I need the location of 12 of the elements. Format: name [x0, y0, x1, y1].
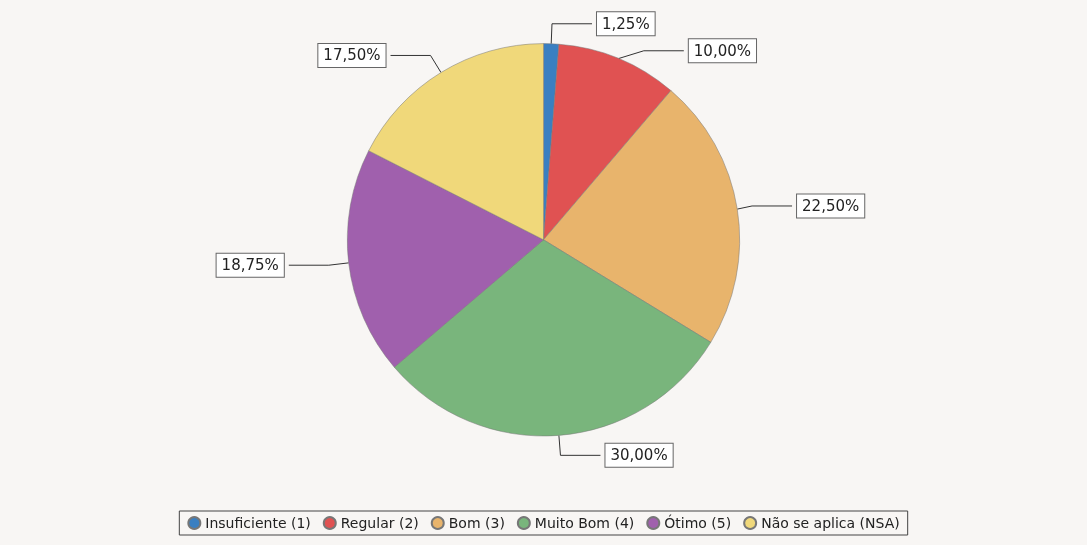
data-label: 18,75% — [221, 256, 279, 275]
data-label: 17,50% — [323, 46, 381, 65]
legend-label: Insuficiente (1) — [205, 515, 311, 531]
legend-label: Não se aplica (NSA) — [761, 515, 900, 531]
legend-label: Bom (3) — [448, 515, 505, 531]
data-label: 30,00% — [610, 446, 668, 465]
data-label: 1,25% — [601, 14, 650, 33]
legend-label: Muito Bom (4) — [534, 515, 635, 531]
legend-label: Regular (2) — [340, 515, 419, 531]
data-label: 22,50% — [802, 196, 860, 215]
data-label: 10,00% — [693, 41, 752, 60]
legend-label: Ótimo (5) — [664, 514, 732, 531]
